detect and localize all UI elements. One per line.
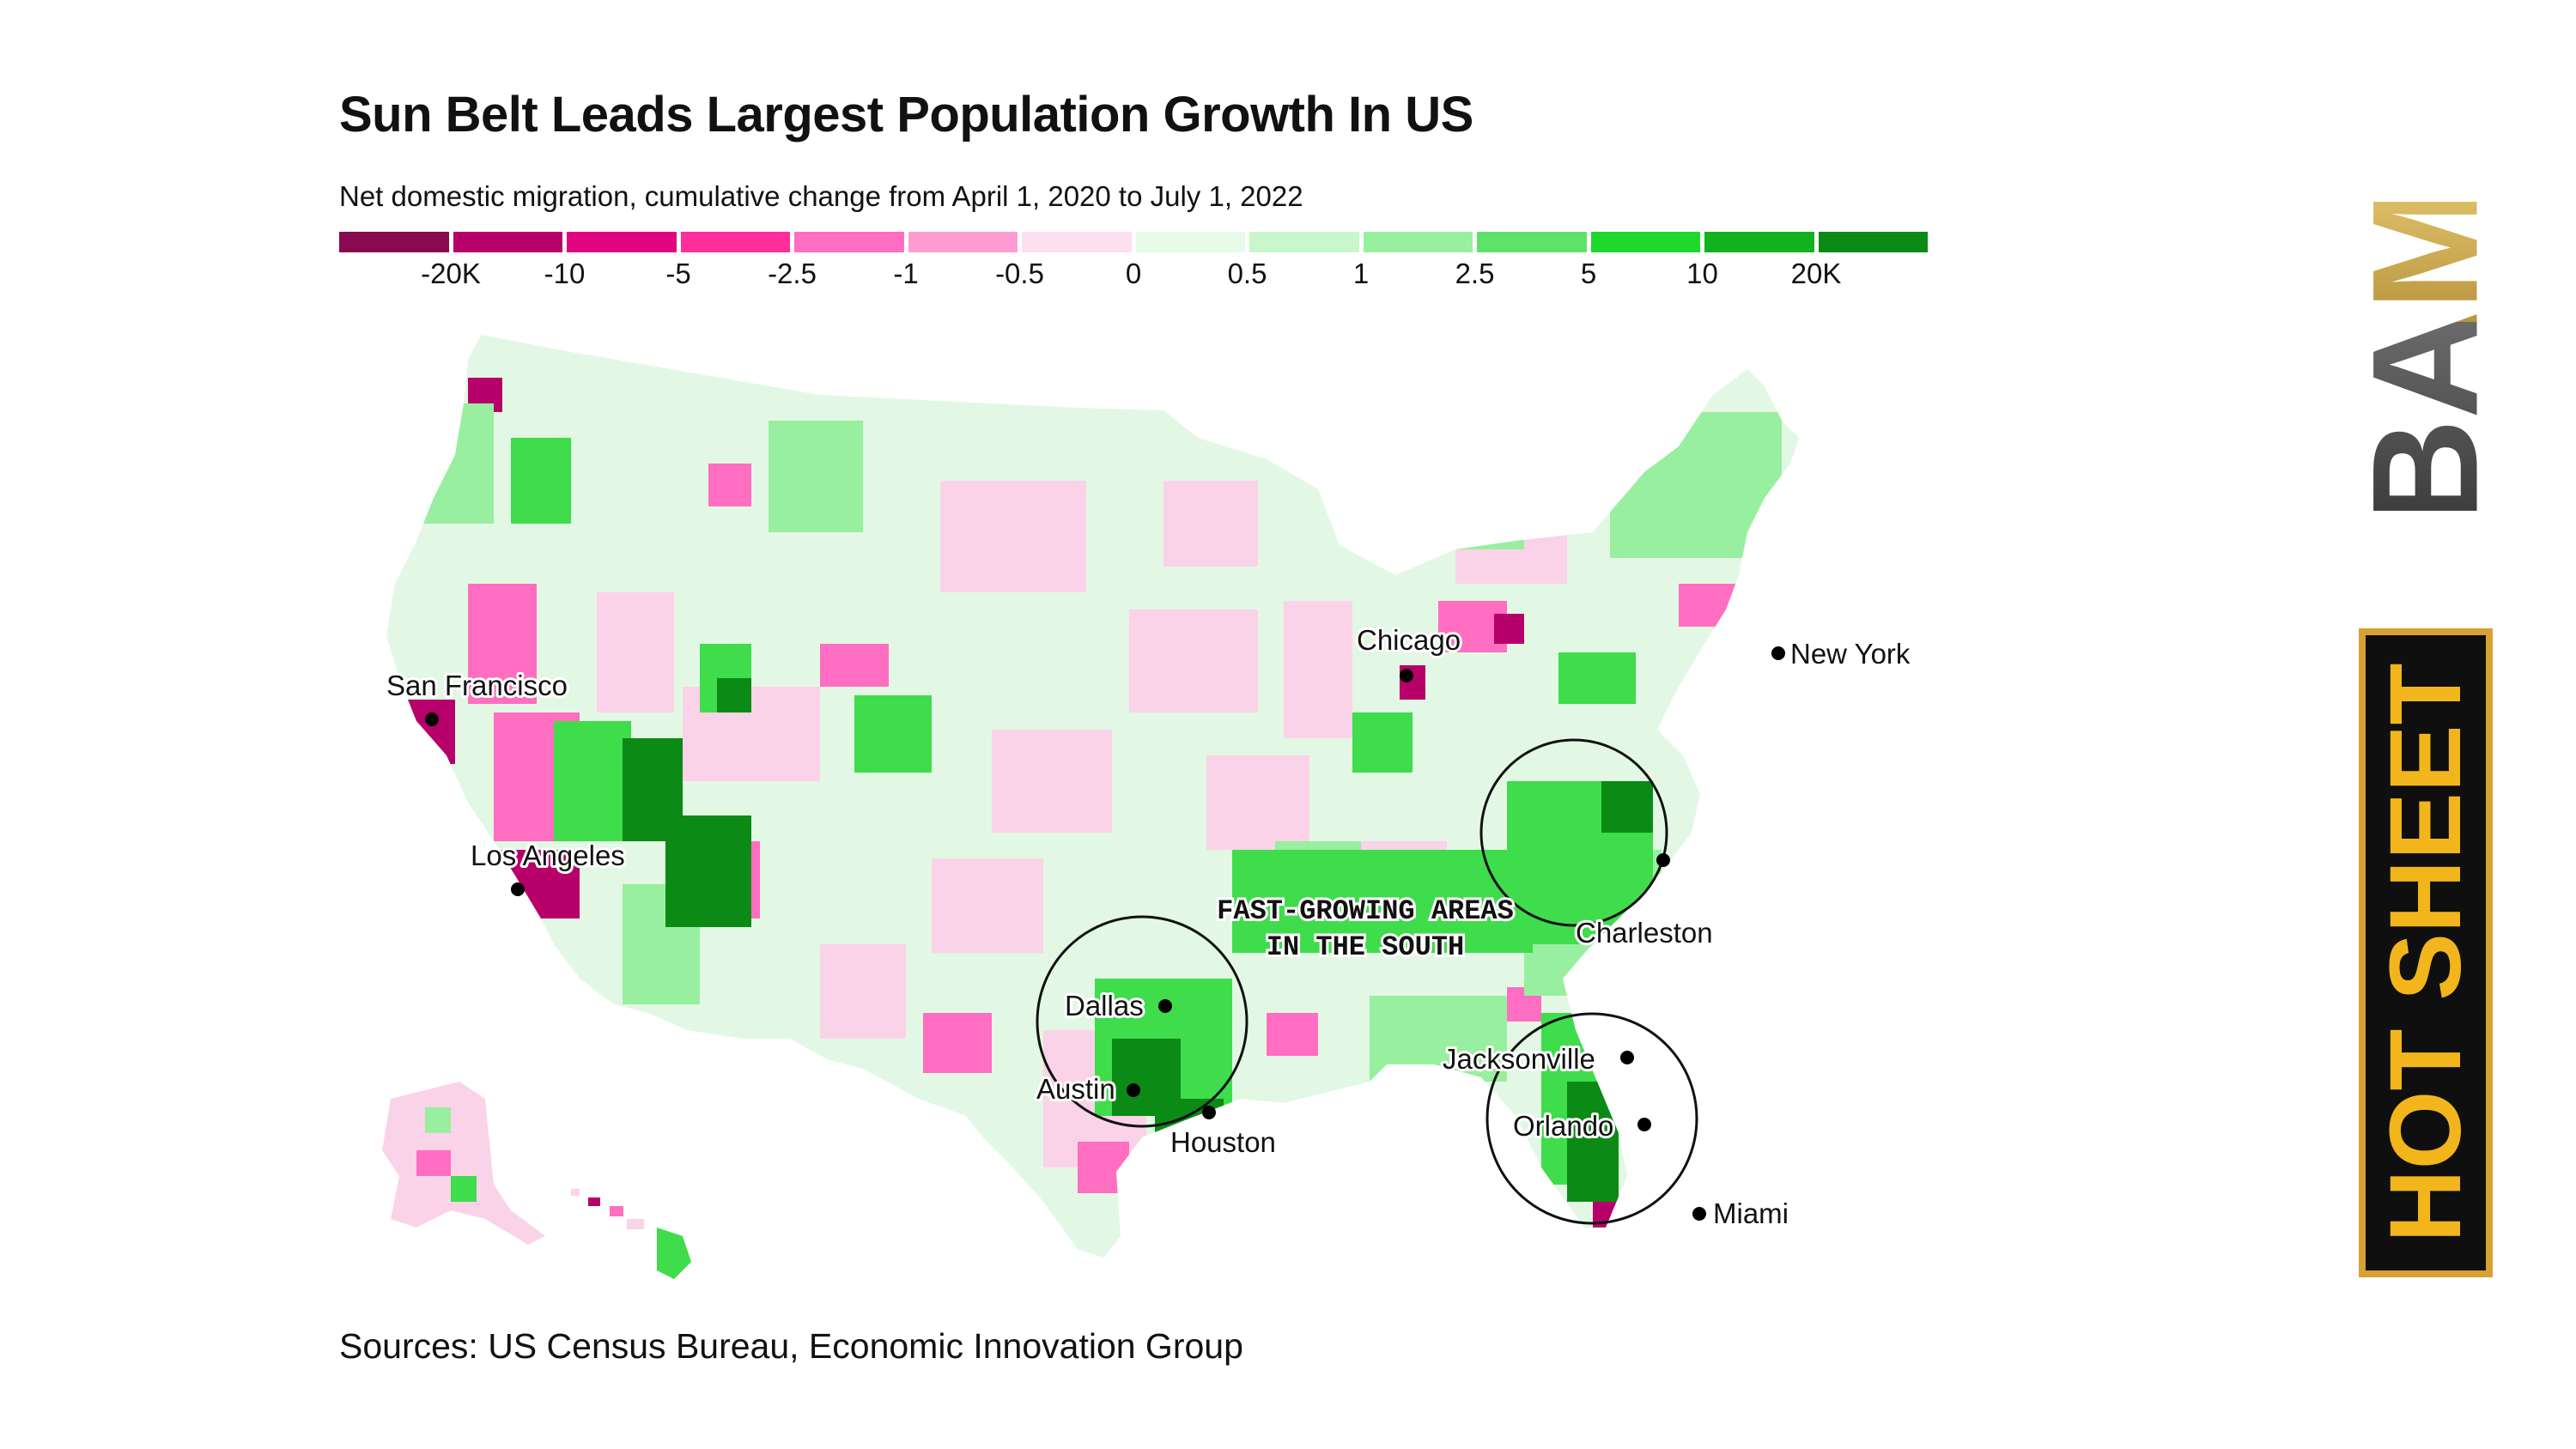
- legend-swatch: [1590, 232, 1700, 252]
- houston-label: Houston: [1170, 1126, 1276, 1158]
- city-markers: [425, 646, 1785, 1221]
- charleston-circle: [1479, 738, 1668, 927]
- positive-dark-counties: [623, 678, 1653, 1202]
- legend-swatch: [1135, 232, 1245, 252]
- legend-label: -2.5: [768, 258, 817, 289]
- chicago-marker: [1400, 669, 1413, 682]
- map-svg: San Francisco Los Angeles Chicago New Yo…: [382, 335, 1913, 1279]
- legend-swatch: [1477, 232, 1587, 252]
- austin-marker: [1127, 1083, 1140, 1097]
- chart-subtitle: Net domestic migration, cumulative chang…: [339, 180, 1303, 212]
- austin-label: Austin: [1036, 1073, 1115, 1105]
- miami-label: Miami: [1713, 1197, 1789, 1229]
- houston-marker: [1202, 1106, 1216, 1119]
- bam-logo: BAM: [2342, 185, 2510, 528]
- jacksonville-label: Jacksonville: [1443, 1043, 1595, 1075]
- los-angeles-label: Los Angeles: [471, 840, 625, 871]
- chart-title: Sun Belt Leads Largest Population Growth…: [339, 87, 1473, 142]
- los-angeles-marker: [511, 882, 525, 896]
- orlando-marker: [1637, 1118, 1651, 1131]
- legend-swatch: [453, 232, 562, 252]
- alaska: [382, 1082, 545, 1245]
- florida-circle: [1485, 1012, 1698, 1225]
- legend-label: -5: [665, 258, 691, 289]
- miami-marker: [1692, 1207, 1706, 1221]
- color-legend: [339, 232, 1928, 252]
- new-york-label: New York: [1790, 638, 1911, 670]
- legend-label: -0.5: [995, 258, 1044, 289]
- legend-swatch: [1818, 232, 1928, 252]
- city-labels: San Francisco Los Angeles Chicago New Yo…: [384, 621, 1913, 1232]
- legend-label: -20K: [421, 258, 481, 289]
- growth-circles: [1036, 738, 1698, 1225]
- region-annotation: FAST-GROWING AREAS IN THE SOUTH: [1214, 893, 1516, 966]
- legend-swatch: [1704, 232, 1814, 252]
- legend-label: 10: [1686, 258, 1718, 289]
- dallas-marker: [1158, 999, 1172, 1013]
- legend-label: 0.5: [1227, 258, 1267, 289]
- legend-swatch: [339, 232, 449, 252]
- legend-swatch: [1249, 232, 1359, 252]
- legend-swatch: [794, 232, 904, 252]
- san-francisco-marker: [425, 712, 439, 726]
- legend-label: -10: [544, 258, 586, 289]
- charleston-label: Charleston: [1576, 917, 1713, 949]
- jacksonville-marker: [1620, 1051, 1634, 1064]
- contiguous-us: [386, 335, 1799, 1258]
- legend-label: 0: [1125, 258, 1142, 289]
- legend-label: 2.5: [1455, 258, 1495, 289]
- legend-label: 20K: [1790, 258, 1842, 289]
- legend-label: 5: [1580, 258, 1597, 289]
- chicago-label: Chicago: [1357, 624, 1461, 656]
- legend-swatch: [908, 232, 1018, 252]
- hot-sheet-wordmark: HOT SHEET: [2369, 663, 2482, 1242]
- hot-sheet-logo: HOT SHEET: [2357, 627, 2494, 1279]
- charleston-marker: [1656, 853, 1670, 867]
- annotation-line-1: FAST-GROWING AREAS: [1217, 895, 1514, 927]
- us-county-map: San Francisco Los Angeles Chicago New Yo…: [339, 326, 1971, 1288]
- negative-light-counties: [597, 481, 1567, 1167]
- new-york-marker: [1771, 646, 1785, 660]
- orlando-label: Orlando: [1513, 1110, 1613, 1142]
- legend-label: 1: [1352, 258, 1370, 289]
- legend-swatch: [1363, 232, 1473, 252]
- annotation-line-2: IN THE SOUTH: [1267, 931, 1464, 963]
- texas-circle: [1036, 915, 1249, 1128]
- san-francisco-label: San Francisco: [386, 670, 568, 701]
- legend-swatch: [567, 232, 677, 252]
- hawaii: [571, 1189, 691, 1279]
- legend-swatch: [680, 232, 790, 252]
- legend-labels: -20K -10 -5 -2.5 -1 -0.5 0 0.5 1 2.5 5 1…: [339, 258, 1928, 300]
- legend-label: -1: [893, 258, 919, 289]
- bam-wordmark: BAM: [2357, 202, 2494, 511]
- legend-swatch: [1022, 232, 1132, 252]
- source-note: Sources: US Census Bureau, Economic Inno…: [339, 1326, 1243, 1366]
- dallas-label: Dallas: [1065, 990, 1144, 1022]
